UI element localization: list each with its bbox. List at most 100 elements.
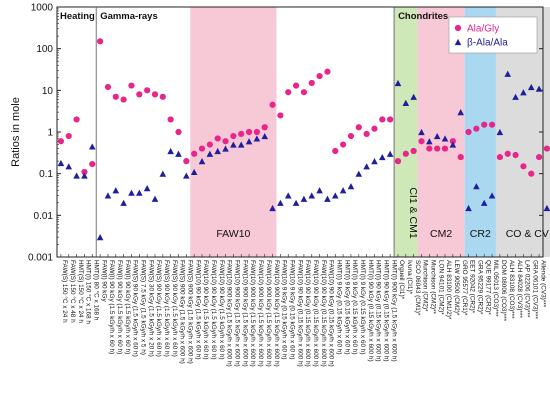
point-ala-gly-53	[473, 125, 480, 132]
point-ala-gly-25	[253, 128, 260, 136]
x-tick-label-8: FAW(I) 90 kGy (1.5 kGy/h x 60 h)	[124, 260, 131, 354]
x-tick-label-27: FAW(10) 900 kGy (1.5 kGy/h x 600 h)	[273, 260, 280, 367]
label-gamma-rays: Gamma-rays	[100, 11, 158, 22]
y-tick-label-5: 100	[36, 44, 53, 55]
x-tick-label-57: ALH 83108 (CO3)***	[508, 260, 515, 319]
point-beta-ala-ala-59	[520, 89, 527, 96]
point-beta-ala-ala-56	[496, 128, 504, 136]
point-beta-ala-ala-47	[426, 138, 433, 145]
point-ala-gly-62	[543, 145, 550, 152]
y-axis-title: Ratios in mole	[10, 97, 22, 167]
legend-label-1: β-Ala/Ala	[467, 38, 508, 49]
x-tick-label-26: FAW(10) 900 kGy (1.5 kGy/h x 600 h)	[265, 260, 272, 367]
x-tick-label-17: FAW(10) 90 kGy (1.5 kGy/h x 60 h)	[194, 260, 201, 360]
x-tick-label-22: FAW(10) 900 kGy (1.5 kGy/h x 600 h)	[234, 260, 241, 367]
x-tick-label-6: FAW(I) 90 kGy (1.5 kGy/h x 60 h)	[108, 260, 115, 354]
point-beta-ala-ala-48	[433, 132, 441, 140]
region-label-4: CM2	[430, 228, 452, 240]
point-ala-gly-15	[175, 128, 182, 136]
point-ala-gly-37	[347, 132, 355, 140]
point-beta-ala-ala-37	[347, 183, 355, 190]
point-ala-gly-38	[355, 124, 362, 131]
point-beta-ala-ala-5	[96, 234, 104, 241]
point-beta-ala-ala-15	[175, 150, 182, 157]
point-beta-ala-ala-60	[527, 83, 535, 91]
x-tick-label-23: FAW(10) 900 kGy (1.5 kGy/h x 600 h)	[241, 260, 248, 367]
point-ala-gly-51	[457, 153, 464, 161]
point-beta-ala-ala-8	[120, 199, 127, 206]
x-tick-label-14: FAW(S) 90 kGy (1.5 kGy/h x 60 h)	[171, 260, 178, 357]
point-beta-ala-ala-57	[504, 70, 512, 77]
point-ala-gly-0	[57, 138, 65, 145]
x-tick-label-7: FAW(I) 90 kGy (1.5 kGy/h x 60 h)	[116, 260, 123, 354]
y-tick-label-3: 1	[47, 128, 53, 139]
x-tick-label-41: HMT(I) 90 kGy (0.15 kGy/h x 600 h)	[383, 260, 390, 362]
x-tick-label-11: FAW(S) 30 kGy (1.5 kGy/h x 20 h)	[147, 260, 154, 357]
point-ala-gly-61	[535, 153, 543, 161]
point-ala-gly-40	[371, 125, 378, 132]
x-tick-label-59: LAP 02206 (CV3)***	[524, 260, 531, 318]
y-tick-label-2: 0.1	[39, 169, 53, 180]
point-ala-gly-39	[363, 130, 370, 138]
x-tick-label-38: HMT(I) 9 kGy (0.15 kGy/h x 60 h)	[359, 260, 366, 354]
point-ala-gly-28	[277, 112, 284, 119]
x-tick-label-10: FAW(S) 7.5 kGy (1.5 kGy/h x 5 h)	[140, 260, 147, 355]
point-beta-ala-ala-36	[339, 187, 347, 194]
x-tick-label-9: FAW(S) 90 kGy (1.5 kGy/h x 60 h)	[132, 260, 139, 357]
point-beta-ala-ala-31	[300, 195, 308, 202]
point-ala-gly-1	[65, 132, 72, 140]
point-ala-gly-5	[97, 38, 104, 45]
x-tick-label-18: FAW(10) 90 kGy (1.5 kGy/h x 60 h)	[202, 260, 209, 360]
point-ala-gly-20	[214, 135, 221, 142]
point-ala-gly-60	[528, 170, 535, 177]
point-beta-ala-ala-43	[394, 79, 402, 87]
legend: Ala/Gly β-Ala/Ala	[448, 16, 538, 54]
point-beta-ala-ala-42	[386, 150, 394, 157]
point-ala-gly-55	[488, 121, 496, 128]
point-beta-ala-ala-40	[371, 158, 378, 165]
x-tick-label-48: LON 94101 (CM2)*	[437, 260, 444, 315]
x-tick-label-58: ALH 84028 (CV3)***	[516, 260, 523, 318]
region-label-3: CI1 & CM1	[407, 187, 419, 239]
point-ala-gly-14	[167, 116, 174, 123]
point-beta-ala-ala-34	[324, 195, 331, 202]
x-tick-label-2: HMT(S) 150 °C x 24 h	[77, 260, 85, 323]
point-beta-ala-ala-46	[418, 128, 425, 136]
point-ala-gly-50	[449, 138, 456, 145]
x-tick-label-51: GRO 95577 (CR1)*	[461, 260, 468, 316]
point-beta-ala-ala-14	[167, 147, 174, 155]
point-beta-ala-ala-62	[543, 204, 550, 212]
point-beta-ala-ala-51	[457, 109, 464, 116]
x-tick-label-33: FAW(10) 90 kGy (0.15 kGy/h x 600 h)	[320, 260, 327, 367]
x-tick-label-50: LEW 90500 (CM2)*	[453, 260, 460, 316]
point-ala-gly-41	[379, 116, 386, 123]
region-band-3	[394, 7, 418, 257]
x-tick-label-15: FAW(S) 900 kGy (1.5 kGy/h x 600 h)	[179, 260, 186, 364]
data-series	[57, 38, 550, 241]
y-axis: 0.001 0.01 0.1 1 10 100 1000 Ratios in mole	[10, 3, 543, 264]
point-ala-gly-24	[245, 128, 253, 136]
point-beta-ala-ala-53	[473, 183, 480, 190]
region-label-6: CO & CV	[506, 228, 549, 240]
x-tick-label-24: FAW(10) 900 kGy (1.5 kGy/h x 600 h)	[249, 260, 256, 367]
point-beta-ala-ala-52	[465, 204, 472, 212]
point-ala-gly-43	[394, 158, 402, 165]
x-tick-label-31: FAW(10) 90 kGy (0.15 kGy/h x 600 h)	[304, 260, 311, 367]
point-ala-gly-29	[285, 89, 292, 96]
x-tick-label-44: Ivuna (CI1)*	[406, 260, 413, 295]
point-ala-gly-11	[144, 87, 151, 94]
point-ala-gly-32	[308, 79, 315, 87]
legend-label-0: Ala/Gly	[467, 24, 499, 35]
x-tick-label-52: EET 92042 (CR2)*	[469, 260, 476, 314]
point-beta-ala-ala-50	[449, 141, 457, 148]
label-heating: Heating	[60, 11, 95, 22]
point-beta-ala-ala-18	[198, 158, 206, 165]
point-ala-gly-8	[120, 96, 127, 103]
point-ala-gly-26	[261, 124, 268, 131]
point-ala-gly-22	[230, 132, 237, 140]
x-tick-label-55: MIL 05013 (CO3)***	[492, 260, 499, 317]
point-beta-ala-ala-19	[206, 150, 214, 157]
point-ala-gly-44	[402, 150, 409, 157]
point-beta-ala-ala-16	[183, 172, 190, 179]
point-ala-gly-3	[81, 168, 88, 176]
